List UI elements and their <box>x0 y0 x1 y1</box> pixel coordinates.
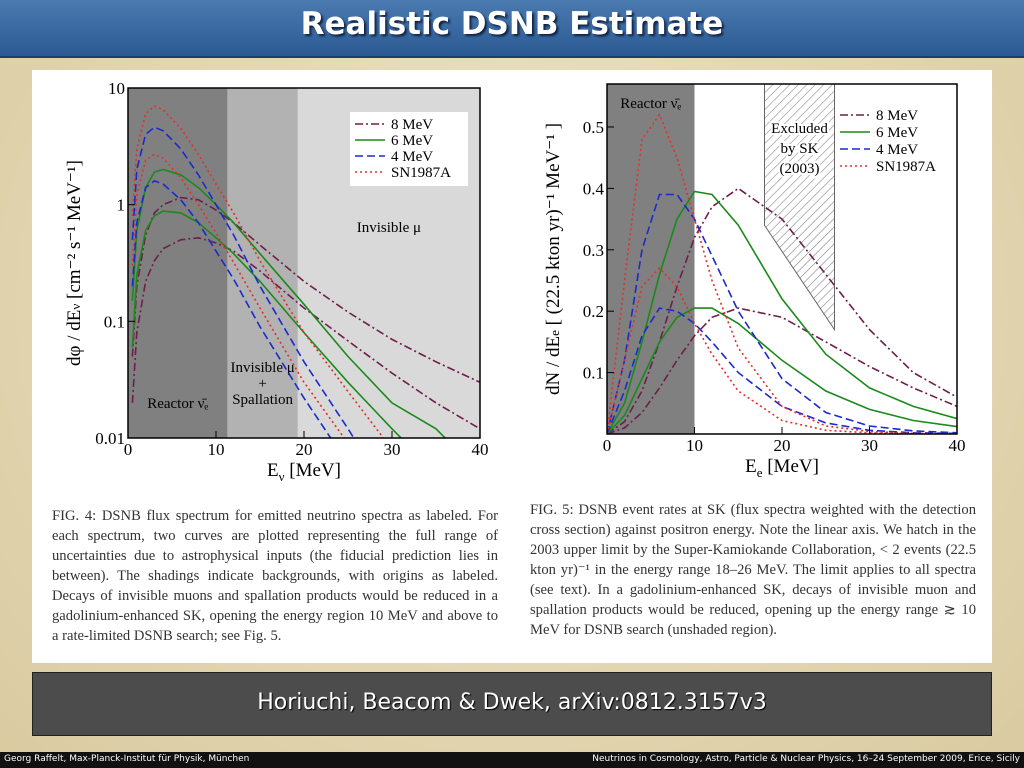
spectrum-curve <box>131 153 346 438</box>
y-tick-label: 10 <box>108 79 125 98</box>
spectrum-curve <box>131 179 332 438</box>
chart: Reactor ν̄ₑ Excluded by SK (2003) 0 10 20 30 40 0… <box>543 83 966 480</box>
legend-label: 6 MeV <box>391 133 433 149</box>
excluded-label: (2003) <box>780 161 820 177</box>
axis-label-main: E <box>267 460 279 481</box>
footer-right: Neutrinos in Cosmology, Astro, Particle … <box>592 754 1020 764</box>
excluded-label: by SK <box>781 141 819 157</box>
axis-label: dN / dEe [ (22.5 kton yr)⁻¹ MeV⁻¹ ] <box>543 123 564 395</box>
footer-left: Georg Raffelt, Max-Planck-Institut für P… <box>4 754 250 764</box>
band-label: Invisible μ <box>357 220 421 236</box>
axis-label: Ee [MeV] <box>745 456 819 480</box>
axis-label-unit: [ (22.5 kton yr)⁻¹ MeV⁻¹ ] <box>543 123 564 330</box>
axis-label: Eν [MeV] <box>267 460 341 484</box>
axis-label-main: E <box>745 456 757 477</box>
citation-box: Horiuchi, Beacom & Dwek, arXiv:0812.3157… <box>32 672 992 736</box>
axis-label-sub: e <box>547 330 562 336</box>
legend-label: 4 MeV <box>876 142 918 158</box>
axis-label-unit: [MeV] <box>285 460 341 481</box>
y-tick-label: 0.5 <box>583 118 604 137</box>
x-tick-label: 40 <box>949 436 966 455</box>
x-tick-label: 10 <box>686 436 703 455</box>
band-label: Reactor ν̄ₑ <box>620 96 681 112</box>
axis-label-unit: [cm⁻² s⁻¹ MeV⁻¹] <box>64 160 85 304</box>
axis-label-main: dφ / dE <box>64 310 85 366</box>
y-tick-label: 1 <box>117 196 126 215</box>
excluded-label: Excluded <box>771 121 828 137</box>
spectrum-curve <box>607 190 957 434</box>
spectrum-curve <box>131 126 355 438</box>
spectrum-curve <box>131 105 385 438</box>
legend-label: 4 MeV <box>391 149 433 165</box>
y-tick-label: 0.3 <box>583 241 604 260</box>
spectrum-curve <box>607 193 957 434</box>
y-tick-label: 0.1 <box>104 312 125 331</box>
x-tick-label: 20 <box>296 440 313 459</box>
axis-label-sub: e <box>757 465 763 480</box>
figure-caption: FIG. 4: DSNB flux spectrum for emitted n… <box>52 508 498 644</box>
curves <box>607 113 957 434</box>
spectrum-curve <box>131 236 480 430</box>
x-tick-label: 30 <box>384 440 401 459</box>
x-tick-label: 30 <box>861 436 878 455</box>
curves <box>131 105 480 438</box>
axis-label: dφ / dEν [cm⁻² s⁻¹ MeV⁻¹] <box>64 160 85 366</box>
spectrum-curve <box>607 187 957 434</box>
spectrum-curve <box>131 196 480 384</box>
y-tick-label: 0.2 <box>583 302 604 321</box>
x-tick-label: 40 <box>472 440 489 459</box>
footer: Georg Raffelt, Max-Planck-Institut für P… <box>0 752 1024 768</box>
figure-caption: FIG. 5: DSNB event rates at SK (flux spe… <box>530 502 976 638</box>
legend-label: 8 MeV <box>391 117 433 133</box>
legend-label: 6 MeV <box>876 125 918 141</box>
spectrum-curve <box>131 210 403 438</box>
legend-box <box>350 112 468 186</box>
spectrum-curve <box>607 307 957 434</box>
axis-label-unit: [MeV] <box>762 456 818 477</box>
y-tick-label: 0.4 <box>583 179 605 198</box>
x-tick-label: 10 <box>208 440 225 459</box>
x-tick-label: 0 <box>603 436 612 455</box>
x-tick-label: 0 <box>124 440 133 459</box>
x-tick-label: 20 <box>774 436 791 455</box>
band-label: + <box>258 376 266 392</box>
y-tick-label: 0.1 <box>583 364 604 383</box>
axis-label-sub: ν <box>279 469 285 484</box>
legend-label: SN1987A <box>876 159 936 175</box>
header-bar: Realistic DSNB Estimate <box>0 0 1024 58</box>
legend-label: SN1987A <box>391 165 451 181</box>
axis-label-sub: ν <box>68 304 83 310</box>
citation: Horiuchi, Beacom & Dwek, arXiv:0812.3157… <box>257 690 767 715</box>
band-label: Spallation <box>232 392 293 408</box>
slide-title: Realistic DSNB Estimate <box>300 6 724 42</box>
spectrum-curve <box>607 307 957 434</box>
spectrum-curve <box>607 113 957 434</box>
background-band <box>128 88 228 438</box>
band-label: Reactor ν̄ₑ <box>147 396 208 412</box>
band-label: Invisible μ <box>230 360 294 376</box>
legend-label: 8 MeV <box>876 108 918 124</box>
axis-label-main: dN / dE <box>543 336 564 395</box>
y-tick-label: 0.01 <box>95 429 125 448</box>
background-band <box>227 88 298 438</box>
